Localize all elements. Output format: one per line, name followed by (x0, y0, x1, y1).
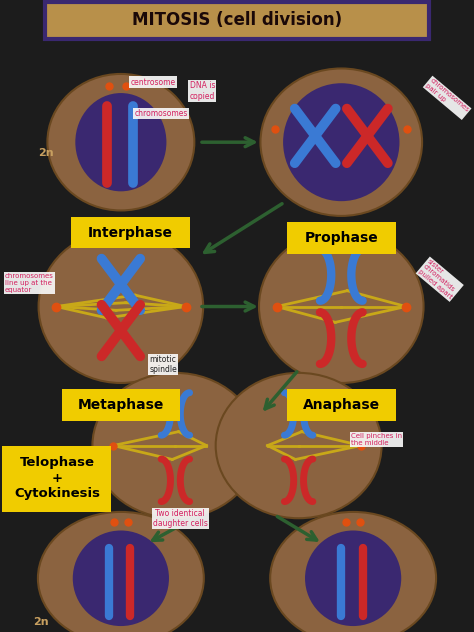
Text: chromosomes
pair up: chromosomes pair up (424, 77, 470, 119)
FancyBboxPatch shape (45, 2, 429, 39)
Text: Telophase
+
Cytokinesis: Telophase + Cytokinesis (14, 456, 100, 501)
Ellipse shape (47, 74, 194, 210)
Ellipse shape (283, 83, 400, 201)
Ellipse shape (92, 373, 258, 518)
FancyBboxPatch shape (71, 217, 190, 248)
Text: Interphase: Interphase (88, 226, 173, 240)
Ellipse shape (270, 512, 436, 632)
Text: MITOSIS (cell division): MITOSIS (cell division) (132, 11, 342, 29)
Text: chromosomes
line up at the
equator: chromosomes line up at the equator (5, 272, 54, 293)
Ellipse shape (259, 230, 424, 383)
Ellipse shape (75, 93, 166, 191)
FancyBboxPatch shape (62, 389, 180, 421)
Text: Two identical
daughter cells: Two identical daughter cells (153, 509, 208, 528)
Ellipse shape (216, 373, 382, 518)
Text: chromosomes: chromosomes (134, 109, 188, 118)
Text: 2n: 2n (33, 617, 49, 627)
Text: mitotic
spindle: mitotic spindle (149, 355, 177, 374)
Text: Metaphase: Metaphase (78, 398, 164, 412)
Text: 2n: 2n (38, 148, 54, 158)
Ellipse shape (260, 68, 422, 216)
Text: sister
chromatids
pulled apart: sister chromatids pulled apart (417, 258, 462, 300)
Text: DNA is
copied: DNA is copied (190, 82, 215, 100)
Text: Prophase: Prophase (304, 231, 378, 245)
FancyBboxPatch shape (287, 222, 396, 254)
Ellipse shape (73, 530, 169, 626)
Text: Anaphase: Anaphase (303, 398, 380, 412)
Text: centrosome: centrosome (130, 78, 175, 87)
FancyBboxPatch shape (287, 389, 396, 421)
Ellipse shape (38, 512, 204, 632)
FancyBboxPatch shape (2, 446, 111, 512)
Ellipse shape (305, 530, 401, 626)
Text: Cell pinches in
the middle: Cell pinches in the middle (351, 433, 402, 446)
Ellipse shape (38, 230, 203, 383)
